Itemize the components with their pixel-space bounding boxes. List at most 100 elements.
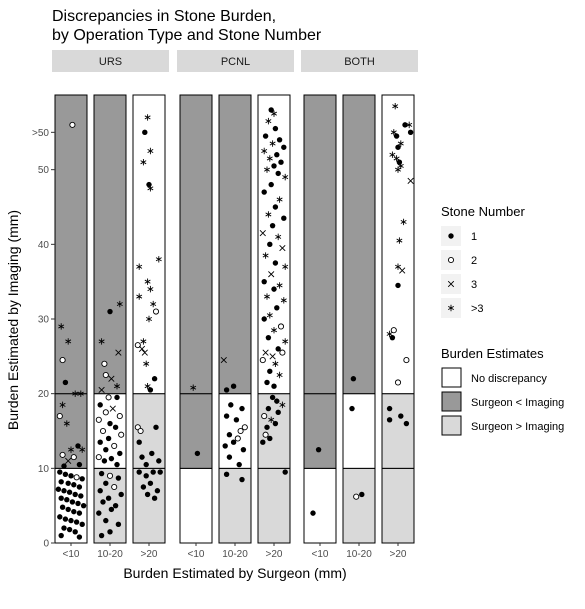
- chart-title-line-1: Discrepancies in Stone Burden,: [52, 8, 276, 25]
- data-point-urs-98: [147, 147, 154, 155]
- data-point-urs-107: [150, 300, 157, 308]
- data-point-urs-110: [140, 338, 147, 345]
- data-point-both-227: [392, 103, 399, 110]
- data-point-urs-50: [76, 534, 83, 540]
- chart-title-line-2: by Operation Type and Stone Number: [52, 27, 322, 44]
- data-point-urs-18: [57, 469, 63, 475]
- data-point-pcnl-137: [220, 356, 227, 364]
- data-point-both-225: [359, 491, 365, 498]
- x-tick-label-urs-lt10: <10: [63, 549, 80, 560]
- data-point-pcnl-213: [261, 413, 268, 420]
- x-tick-label-pcnl-10-20: 10-20: [222, 549, 248, 560]
- data-point-pcnl-174: [272, 204, 279, 210]
- data-point-both-238: [397, 162, 404, 170]
- data-point-urs-13: [59, 451, 66, 458]
- legend-stone-title: Stone Number: [441, 204, 525, 219]
- data-points: [55, 103, 414, 540]
- data-point-both-242: [396, 237, 403, 244]
- data-point-urs-70: [118, 431, 125, 438]
- data-point-pcnl-148: [230, 439, 237, 445]
- data-point-pcnl-170: [282, 173, 289, 181]
- band-both-10-20-0: [342, 467, 376, 544]
- data-point-pcnl-173: [276, 196, 283, 203]
- data-point-pcnl-161: [269, 140, 276, 147]
- band-urs-gt20-2: [132, 94, 166, 395]
- data-point-pcnl-190: [280, 297, 287, 304]
- data-point-both-230: [390, 129, 397, 136]
- data-point-pcnl-217: [262, 431, 269, 438]
- band-urs-gt20-0: [132, 467, 166, 544]
- data-point-pcnl-192: [266, 312, 273, 319]
- data-point-pcnl-171: [268, 181, 274, 188]
- data-point-urs-93: [115, 521, 122, 528]
- data-point-urs-133: [144, 491, 151, 498]
- data-point-urs-59: [98, 386, 105, 394]
- band-both-gt20-1: [381, 393, 415, 469]
- data-point-urs-122: [149, 450, 155, 457]
- data-point-urs-63: [109, 405, 116, 412]
- data-point-pcnl-162: [281, 144, 287, 150]
- data-point-urs-56: [102, 371, 109, 379]
- legend-stone-label-1: 1: [471, 231, 477, 243]
- data-point-pcnl-175: [265, 211, 272, 218]
- data-point-urs-20: [68, 473, 74, 479]
- data-point-both-234: [395, 144, 401, 150]
- data-point-urs-23: [58, 479, 64, 485]
- data-point-urs-91: [96, 510, 102, 516]
- data-point-urs-4: [62, 379, 69, 386]
- data-point-urs-51: [116, 300, 123, 308]
- data-point-urs-97: [142, 129, 148, 136]
- data-point-urs-1: [58, 323, 65, 330]
- data-point-urs-2: [65, 338, 72, 345]
- data-point-pcnl-220: [282, 469, 288, 475]
- data-point-pcnl-147: [234, 435, 241, 442]
- data-point-urs-94: [107, 529, 113, 535]
- data-point-pcnl-176: [281, 215, 287, 221]
- data-point-urs-114: [143, 360, 150, 367]
- data-point-pcnl-206: [264, 379, 270, 386]
- data-point-pcnl-199: [262, 349, 269, 356]
- data-point-urs-105: [147, 285, 154, 293]
- data-point-urs-113: [141, 349, 148, 356]
- data-point-urs-129: [143, 473, 149, 479]
- data-point-urs-43: [68, 517, 74, 524]
- data-point-urs-45: [79, 521, 85, 528]
- data-point-urs-14: [70, 454, 77, 461]
- data-point-pcnl-151: [226, 454, 233, 460]
- data-point-urs-35: [75, 500, 81, 507]
- data-point-pcnl-154: [239, 476, 245, 483]
- data-point-urs-32: [58, 495, 64, 501]
- data-point-urs-30: [72, 491, 78, 498]
- data-point-pcnl-155: [268, 107, 274, 113]
- data-point-urs-17: [61, 463, 67, 469]
- data-point-urs-131: [140, 484, 147, 490]
- data-point-pcnl-196: [265, 334, 272, 341]
- data-point-urs-15: [65, 457, 72, 464]
- legend-burden-label-2: Surgeon < Imaging: [471, 397, 564, 409]
- data-point-urs-84: [111, 483, 118, 491]
- data-point-pcnl-188: [271, 286, 277, 292]
- data-point-pcnl-215: [272, 420, 279, 427]
- data-point-both-252: [386, 417, 393, 423]
- legend-burden-title: Burden Estimates: [441, 346, 544, 361]
- x-tick-label-urs-gt20: >20: [141, 549, 158, 560]
- data-point-urs-99: [140, 159, 147, 166]
- data-point-pcnl-168: [264, 166, 270, 173]
- data-point-pcnl-193: [261, 316, 267, 322]
- band-both-10-20-1: [342, 393, 376, 469]
- strip-pcnl: [177, 50, 294, 72]
- legend-stone-number: Stone Number 1 2 3 >3: [441, 204, 525, 318]
- data-point-urs-104: [144, 278, 151, 285]
- data-point-pcnl-214: [268, 416, 275, 423]
- data-point-pcnl-169: [275, 170, 281, 177]
- band-pcnl-lt10-1: [179, 393, 213, 469]
- data-point-pcnl-166: [278, 159, 284, 165]
- data-point-pcnl-144: [241, 424, 248, 431]
- data-point-urs-29: [66, 489, 73, 495]
- data-point-pcnl-194: [277, 323, 285, 330]
- data-point-urs-31: [78, 493, 84, 499]
- data-point-urs-80: [98, 470, 105, 477]
- data-point-urs-82: [115, 475, 122, 481]
- panel-pcnl: PCNL <10 10-20 >20: [177, 50, 294, 560]
